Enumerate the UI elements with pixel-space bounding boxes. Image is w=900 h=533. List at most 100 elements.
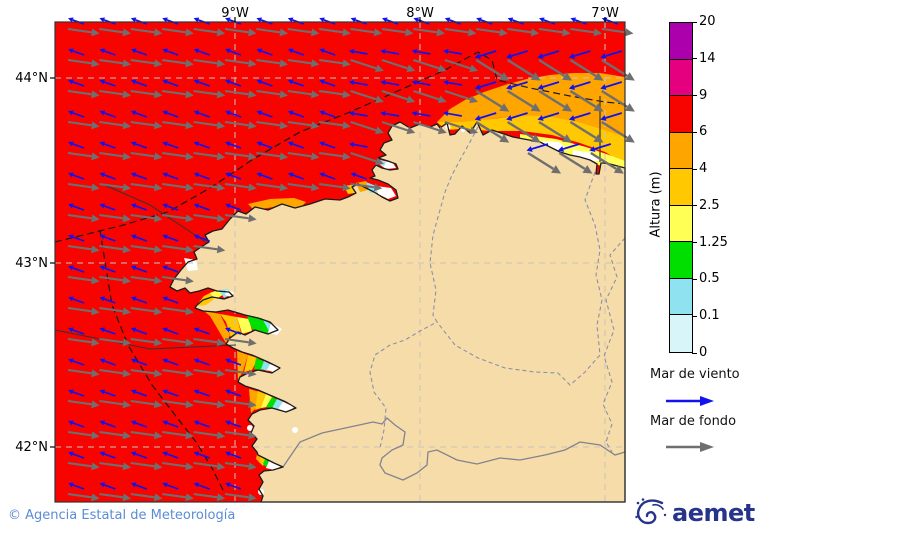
ria-wave-patch [244, 355, 258, 372]
colorbar-tick-label: 20 [699, 14, 716, 29]
wind-sea-arrow [256, 48, 273, 56]
wind-sea-arrow [162, 358, 179, 366]
wind-sea-arrow [287, 79, 305, 87]
wind-sea-arrow [568, 81, 591, 90]
swell-arrow [538, 58, 573, 81]
swell-arrow [193, 399, 226, 409]
wind-sea-arrow [162, 48, 179, 56]
wind-sea-arrow [130, 203, 148, 211]
wind-sea-arrow [99, 110, 116, 118]
colorbar-segment [670, 59, 692, 97]
swell-arrow [67, 120, 100, 130]
swell-arrow [475, 58, 510, 81]
swell-arrow [224, 368, 257, 378]
swell-arrow [224, 461, 257, 471]
colorbar-segment [670, 132, 692, 170]
province-boundary [436, 171, 603, 386]
swell-arrow [224, 430, 257, 440]
swell-arrow [319, 151, 351, 161]
swell-arrow [224, 492, 257, 502]
swell-arrow [350, 182, 383, 192]
wind-sea-arrow [99, 389, 116, 397]
swell-arrow [413, 121, 447, 135]
province-boundary [602, 237, 626, 453]
wind-sea-arrow [130, 172, 148, 180]
wind-sea-arrow [600, 50, 623, 59]
wind-sea-arrow [568, 112, 591, 121]
wind-sea-arrow [99, 296, 116, 304]
wind-sea-arrow [287, 48, 305, 56]
swell-arrow [224, 399, 257, 409]
wind-sea-arrow [256, 172, 273, 180]
wind-sea-arrow [193, 172, 210, 180]
swell-arrow [224, 89, 257, 99]
ria-wave-patch [267, 364, 281, 372]
wind-sea-arrow [130, 79, 148, 87]
swell-arrow [193, 58, 226, 68]
axis-label-9w: 9°W [221, 6, 249, 21]
swell-arrow [224, 27, 257, 37]
wind-sea-arrow [99, 358, 116, 366]
wind-sea-arrow [193, 358, 210, 366]
wind-sea-arrow [193, 203, 210, 211]
wind-sea-arrow [130, 451, 148, 459]
wind-sea-arrow [162, 327, 179, 335]
wind-sea-arrow [162, 234, 179, 242]
swell-arrow [193, 244, 226, 254]
maritime-boundary [99, 229, 225, 493]
swell-arrow [350, 152, 384, 166]
swell-arrow [67, 213, 100, 223]
swell-arrow-icon [666, 442, 714, 452]
wind-sea-arrow [380, 49, 400, 55]
colorbar-tick [692, 95, 697, 97]
swell-arrow [99, 461, 132, 471]
swell-arrow [67, 182, 100, 192]
swell-arrow [569, 58, 604, 81]
wind-sea-arrow [162, 265, 179, 273]
wind-sea-arrow [68, 79, 85, 87]
swell-arrow [67, 337, 100, 347]
wind-sea-arrow [130, 48, 148, 56]
swell-arrow [162, 461, 194, 471]
swell-arrow [99, 492, 132, 502]
wind-sea-arrow [348, 111, 368, 117]
province-boundary [369, 126, 479, 449]
swell-arrow [538, 89, 573, 112]
wind-sea-arrow [225, 110, 242, 118]
wind-sea-arrow [99, 420, 116, 428]
swell-arrow [601, 58, 635, 81]
wind-sea-arrow [99, 48, 116, 56]
colorbar-tick [692, 205, 697, 207]
swell-arrow [130, 151, 163, 161]
swell-arrow [224, 182, 257, 192]
swell-arrow [99, 213, 132, 223]
wind-sea-arrow [162, 141, 179, 149]
wind-sea-arrow [225, 79, 242, 87]
wind-sea-arrow [557, 143, 580, 152]
swell-arrow [130, 120, 163, 130]
swell-arrow [99, 337, 132, 347]
no-data-dot [292, 427, 298, 433]
swell-arrow [67, 27, 100, 37]
wind-sea-arrow [506, 50, 528, 59]
wind-sea-arrow [319, 172, 336, 180]
map-frame [54, 21, 626, 503]
swell-arrow [350, 90, 384, 104]
wind-sea-arrow [380, 111, 400, 117]
swell-arrow [287, 27, 320, 37]
swell-arrow [67, 89, 100, 99]
swell-arrow [558, 151, 593, 174]
colorbar-tick [692, 131, 697, 133]
swell-arrow [162, 182, 194, 192]
wind-sea-arrow [600, 112, 623, 121]
wind-sea-arrow [474, 50, 497, 59]
aemet-logo: aemet [634, 497, 755, 529]
swell-arrow [319, 89, 351, 99]
swell-arrow [319, 58, 351, 68]
wind-sea-arrow [68, 327, 85, 335]
wind-sea-arrow [225, 389, 242, 397]
swell-arrow [224, 337, 257, 347]
wind-sea-arrow [162, 482, 179, 490]
